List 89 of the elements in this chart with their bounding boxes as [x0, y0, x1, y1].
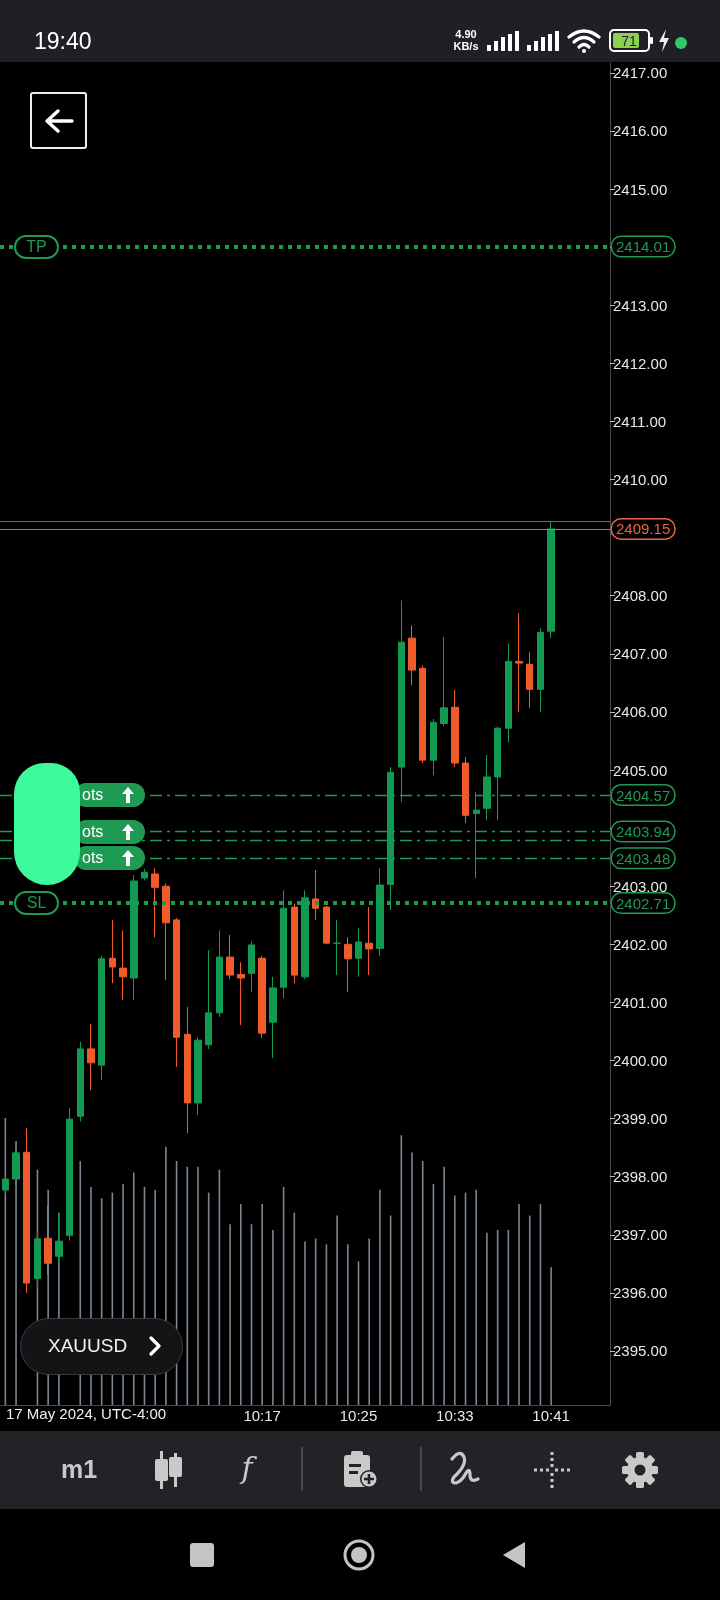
candlestick [505, 642, 512, 743]
y-tick-label: 2406.00 [613, 703, 668, 721]
x-tick-label: 10:17 [243, 1407, 281, 1424]
text: f [238, 1449, 258, 1487]
candlestick [269, 976, 277, 1059]
y-tick-label: 2411.00 [613, 412, 667, 430]
y-tick-label: 2413.00 [613, 296, 668, 314]
candlestick [333, 919, 341, 976]
y-tick-label: 2415.00 [613, 180, 668, 198]
ref-line-label: 2409.15 [616, 520, 671, 538]
candlestick [66, 1107, 73, 1242]
candlestick [291, 903, 298, 984]
candlestick [248, 940, 255, 993]
candlestick [483, 754, 491, 821]
candlestick [173, 917, 180, 1068]
annotation: XAUUSD [48, 1334, 128, 1358]
ref-line-label: 2403.94 [616, 823, 671, 841]
x-tick-label: 10:41 [532, 1407, 570, 1424]
candlestick [473, 791, 480, 879]
ref-line-label: 2403.48 [616, 849, 671, 867]
candlestick [430, 718, 437, 776]
candlestick [98, 955, 105, 1081]
candlestick [387, 766, 394, 911]
symbol-button: XAUUSD [20, 1318, 183, 1375]
candlestick [280, 889, 287, 999]
ref-line-label: 2402.71 [616, 894, 671, 912]
candlestick [151, 867, 159, 938]
annotation: ots [82, 785, 104, 805]
y-tick-label: 2405.00 [613, 761, 668, 779]
y-tick-label: 2407.00 [613, 645, 668, 663]
y-tick-label: 2408.00 [613, 587, 668, 605]
y-tick-label: 2416.00 [613, 122, 668, 140]
candlestick [365, 906, 373, 976]
y-tick-label: 2410.00 [613, 471, 668, 489]
y-tick-label: 2397.00 [613, 1226, 668, 1244]
y-tick-label: 2412.00 [613, 354, 668, 372]
text: 71 [620, 32, 638, 50]
x-tick-label: 10:25 [339, 1407, 378, 1424]
candlestick [226, 934, 234, 980]
candlestick [419, 664, 426, 764]
text: 4.90 KB/s [452, 28, 480, 52]
candlestick [494, 725, 501, 821]
candlestick [258, 955, 266, 1039]
y-tick-label: 2403.00 [613, 877, 668, 895]
candlestick [301, 889, 309, 980]
candlestick [119, 929, 127, 1001]
candlestick [87, 1023, 95, 1091]
candlestick [547, 521, 555, 639]
candlestick [130, 874, 138, 1001]
y-tick-label: 2396.00 [613, 1284, 668, 1302]
candlestick [515, 612, 523, 713]
candlestick [451, 689, 459, 768]
candlestick [109, 919, 116, 984]
y-tick-label: 2399.00 [613, 1110, 668, 1128]
candlestick [184, 1006, 191, 1134]
candlestick [376, 867, 384, 957]
candlestick [194, 1036, 202, 1116]
y-tick-label: 2398.00 [613, 1168, 668, 1186]
candlestick [537, 627, 544, 713]
tag: SL [14, 891, 59, 916]
ref-line-label: 2414.01 [616, 238, 671, 256]
candlestick [440, 636, 448, 727]
candlestick [355, 927, 362, 978]
candlestick [141, 868, 148, 881]
candlestick [237, 961, 245, 1026]
y-tick-label: 2417.00 [613, 64, 668, 82]
y-tick-label: 2400.00 [613, 1052, 668, 1069]
y-tick-label: 2395.00 [613, 1342, 668, 1360]
candlestick [216, 929, 223, 1018]
candlestick [77, 1041, 84, 1122]
candlestick [323, 905, 330, 945]
x-tick-label: 10:33 [436, 1407, 474, 1424]
candlestick [398, 599, 405, 803]
candlestick [23, 1127, 30, 1294]
candlestick [205, 949, 212, 1050]
annotation: 17 May 2024, UTC-4:00 [6, 1405, 167, 1423]
candlestick [462, 756, 469, 824]
tag: TP [14, 234, 59, 259]
annotation: ots [82, 848, 104, 869]
y-tick-label: 2402.00 [613, 935, 668, 953]
annotation: ots [82, 821, 104, 842]
candlestick [162, 882, 170, 981]
ref-line-label: 2404.57 [616, 786, 671, 804]
candlestick [408, 624, 416, 686]
y-tick-label: 2401.00 [613, 993, 668, 1011]
candlestick [526, 651, 533, 709]
text: 19:40 [34, 27, 92, 55]
text: m1 [59, 1454, 99, 1485]
candlestick [344, 936, 352, 993]
